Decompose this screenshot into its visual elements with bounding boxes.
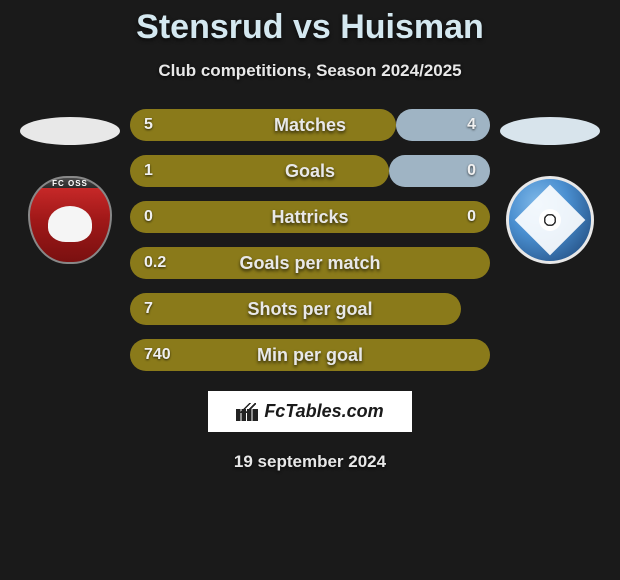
brand-chart-icon [236, 403, 258, 421]
stat-row: 7 Shots per goal [130, 293, 490, 325]
club-badge-right [500, 175, 600, 265]
stat-value-left: 1 [144, 162, 153, 180]
stat-row: 5 Matches 4 [130, 109, 490, 141]
stat-value-right: 0 [467, 208, 476, 226]
player-left-oval [20, 117, 120, 145]
stat-label: Goals per match [239, 253, 380, 274]
comparison-card: Stensrud vs Huisman Club competitions, S… [0, 0, 620, 580]
brand-banner[interactable]: FcTables.com [208, 391, 411, 432]
right-column [490, 109, 610, 265]
stat-row: 0.2 Goals per match [130, 247, 490, 279]
brand-text: FcTables.com [264, 401, 383, 422]
main-row: 5 Matches 4 1 Goals 0 0 Hattricks 0 0.2 Goals per … [0, 109, 620, 371]
stats-column: 5 Matches 4 1 Goals 0 0 Hattricks 0 0.2 Goals per … [130, 109, 490, 371]
footer-date: 19 september 2024 [234, 452, 386, 472]
stat-label: Hattricks [271, 207, 348, 228]
stat-value-right: 0 [467, 162, 476, 180]
club-badge-left [20, 175, 120, 265]
stat-row: 0 Hattricks 0 [130, 201, 490, 233]
stat-value-left: 740 [144, 346, 171, 364]
stat-bar-left [130, 155, 389, 187]
stat-label: Min per goal [257, 345, 363, 366]
page-title: Stensrud vs Huisman [136, 8, 484, 47]
subtitle: Club competitions, Season 2024/2025 [158, 61, 461, 81]
stat-label: Matches [274, 115, 346, 136]
stat-row: 740 Min per goal [130, 339, 490, 371]
fc-eindhoven-badge-icon [506, 176, 594, 264]
stat-row: 1 Goals 0 [130, 155, 490, 187]
stat-value-left: 7 [144, 300, 153, 318]
stat-value-right: 4 [467, 116, 476, 134]
stat-bar-left [130, 109, 396, 141]
stat-label: Shots per goal [247, 299, 372, 320]
player-right-oval [500, 117, 600, 145]
stat-value-left: 5 [144, 116, 153, 134]
left-column [10, 109, 130, 265]
fc-oss-shield-icon [28, 176, 112, 264]
stat-label: Goals [285, 161, 335, 182]
stat-value-left: 0.2 [144, 254, 166, 272]
stat-value-left: 0 [144, 208, 153, 226]
